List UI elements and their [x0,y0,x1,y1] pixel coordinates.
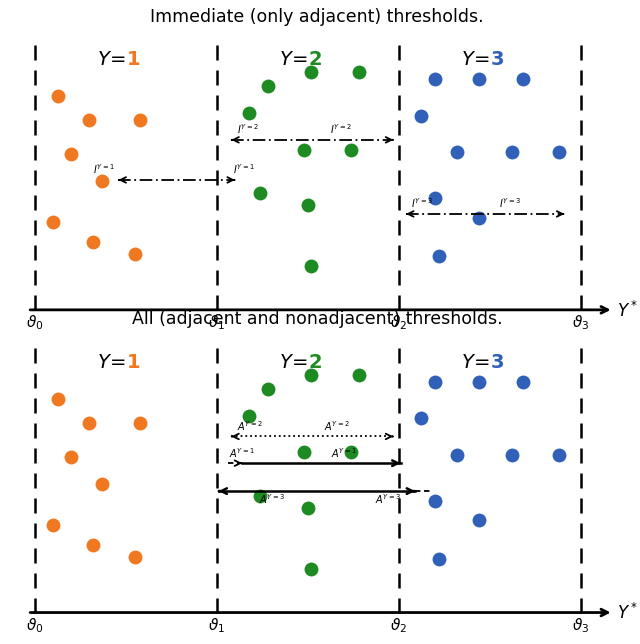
Text: $\vartheta_0$: $\vartheta_0$ [26,314,44,332]
Point [299,447,309,457]
Text: $Y^*$: $Y^*$ [617,301,638,321]
Text: $\vartheta_3$: $\vartheta_3$ [572,616,589,635]
Text: $\vartheta_1$: $\vartheta_1$ [208,314,225,332]
Point [135,418,145,428]
Text: $I^{Y=1}$: $I^{Y=1}$ [93,162,115,176]
Text: $I^{Y=3}$: $I^{Y=3}$ [499,196,521,210]
Point [415,110,426,120]
Point [135,115,145,126]
Point [430,74,440,84]
Point [307,370,317,380]
Text: $Y\!=\!$: $Y\!=\!$ [97,353,125,372]
Point [452,147,462,157]
Point [307,261,317,271]
Point [517,74,527,84]
Point [88,237,98,247]
Text: $I^{Y=1}$: $I^{Y=1}$ [233,162,255,176]
Point [130,551,140,562]
Text: $Y^*$: $Y^*$ [617,603,638,623]
Point [307,67,317,77]
Text: $\mathbf{3}$: $\mathbf{3}$ [490,50,504,69]
Point [303,200,313,211]
Point [517,377,527,387]
Point [53,91,63,101]
Text: $A^{Y=3}$: $A^{Y=3}$ [375,493,401,506]
Point [303,503,313,513]
Point [97,478,107,489]
Text: $\vartheta_0$: $\vartheta_0$ [26,616,44,635]
Point [84,115,95,126]
Point [84,418,95,428]
Text: All (adjacent and nonadjacent) thresholds.: All (adjacent and nonadjacent) threshold… [131,310,502,328]
Point [415,413,426,423]
Point [48,520,58,530]
Text: $I^{Y=2}$: $I^{Y=2}$ [330,122,351,136]
Text: $Y\!=\!$: $Y\!=\!$ [461,50,490,69]
Text: $\vartheta_1$: $\vartheta_1$ [208,616,225,635]
Point [346,447,356,457]
Point [554,147,564,157]
Point [66,452,76,462]
Point [474,377,484,387]
Point [299,144,309,155]
Text: $\mathbf{1}$: $\mathbf{1}$ [125,50,140,69]
Point [554,450,564,460]
Text: $\vartheta_2$: $\vartheta_2$ [390,314,407,332]
Text: $Y\!=\!$: $Y\!=\!$ [279,50,308,69]
Point [307,564,317,574]
Point [48,217,58,227]
Point [430,377,440,387]
Text: $\mathbf{3}$: $\mathbf{3}$ [490,353,504,372]
Point [506,147,516,157]
Point [434,554,444,564]
Point [97,176,107,186]
Text: $Y\!=\!$: $Y\!=\!$ [97,50,125,69]
Point [244,108,255,118]
Text: $A^{Y=2}$: $A^{Y=2}$ [324,419,350,433]
Text: Immediate (only adjacent) thresholds.: Immediate (only adjacent) thresholds. [150,8,484,26]
Point [53,393,63,404]
Text: $\mathbf{2}$: $\mathbf{2}$ [308,50,322,69]
Point [88,540,98,550]
Text: $\mathbf{2}$: $\mathbf{2}$ [308,353,322,372]
Point [474,74,484,84]
Text: $\vartheta_2$: $\vartheta_2$ [390,616,407,635]
Text: $I^{Y=3}$: $I^{Y=3}$ [412,196,433,210]
Text: $Y\!=\!$: $Y\!=\!$ [279,353,308,372]
Point [262,81,273,91]
Point [262,384,273,394]
Point [346,144,356,155]
Point [452,450,462,460]
Point [255,188,266,198]
Point [474,213,484,223]
Text: $A^{Y=1}$: $A^{Y=1}$ [332,446,358,460]
Point [474,515,484,526]
Text: $\vartheta_3$: $\vartheta_3$ [572,314,589,332]
Point [255,491,266,501]
Text: $I^{Y=2}$: $I^{Y=2}$ [237,122,259,136]
Text: $A^{Y=2}$: $A^{Y=2}$ [237,419,263,433]
Point [130,249,140,259]
Point [353,370,364,380]
Text: $Y\!=\!$: $Y\!=\!$ [461,353,490,372]
Point [434,251,444,261]
Point [430,193,440,204]
Point [353,67,364,77]
Text: $\mathbf{1}$: $\mathbf{1}$ [125,353,140,372]
Point [430,496,440,506]
Point [66,149,76,160]
Text: $A^{Y=3}$: $A^{Y=3}$ [259,493,285,506]
Text: $A^{Y=1}$: $A^{Y=1}$ [230,446,255,460]
Point [244,411,255,421]
Point [506,450,516,460]
